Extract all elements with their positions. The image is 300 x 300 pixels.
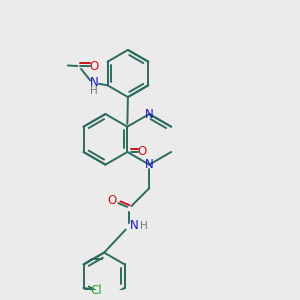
Text: N: N — [130, 219, 139, 232]
Text: O: O — [138, 146, 147, 158]
Text: O: O — [107, 194, 116, 207]
Text: O: O — [89, 59, 98, 73]
Text: Cl: Cl — [91, 284, 102, 297]
Text: N: N — [90, 76, 98, 89]
Text: H: H — [140, 220, 148, 231]
Text: N: N — [145, 158, 154, 171]
Text: H: H — [90, 86, 98, 96]
Text: N: N — [145, 107, 154, 121]
